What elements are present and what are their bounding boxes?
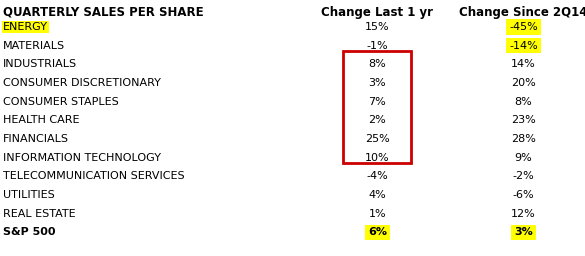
Text: 4%: 4%	[369, 190, 386, 200]
Text: MATERIALS: MATERIALS	[3, 40, 65, 51]
Text: 8%: 8%	[515, 97, 532, 107]
Text: 15%: 15%	[365, 22, 390, 32]
Text: CONSUMER DISCRETIONARY: CONSUMER DISCRETIONARY	[3, 78, 161, 88]
Text: 25%: 25%	[365, 134, 390, 144]
Text: INDUSTRIALS: INDUSTRIALS	[3, 59, 77, 69]
Text: -1%: -1%	[367, 40, 388, 51]
Text: 23%: 23%	[511, 115, 536, 125]
Text: -45%: -45%	[509, 22, 538, 32]
Text: 6%: 6%	[368, 227, 387, 238]
Text: -14%: -14%	[509, 40, 538, 51]
Text: -4%: -4%	[366, 171, 388, 182]
Text: 8%: 8%	[369, 59, 386, 69]
Text: HEALTH CARE: HEALTH CARE	[3, 115, 80, 125]
Text: 7%: 7%	[369, 97, 386, 107]
Text: Change Since 2Q14: Change Since 2Q14	[459, 6, 585, 19]
Text: 20%: 20%	[511, 78, 536, 88]
Text: ENERGY: ENERGY	[3, 22, 48, 32]
Text: REAL ESTATE: REAL ESTATE	[3, 209, 75, 219]
Text: 3%: 3%	[514, 227, 533, 238]
Text: 9%: 9%	[515, 153, 532, 163]
Text: 10%: 10%	[365, 153, 390, 163]
Text: S&P 500: S&P 500	[3, 227, 56, 238]
Text: 14%: 14%	[511, 59, 536, 69]
Bar	[343, 51, 411, 163]
Text: FINANCIALS: FINANCIALS	[3, 134, 69, 144]
Text: 28%: 28%	[511, 134, 536, 144]
Text: 3%: 3%	[369, 78, 386, 88]
Text: INFORMATION TECHNOLOGY: INFORMATION TECHNOLOGY	[3, 153, 161, 163]
Text: UTILITIES: UTILITIES	[3, 190, 54, 200]
Text: Change Last 1 yr: Change Last 1 yr	[321, 6, 433, 19]
Text: 2%: 2%	[369, 115, 386, 125]
Text: 1%: 1%	[369, 209, 386, 219]
Text: QUARTERLY SALES PER SHARE: QUARTERLY SALES PER SHARE	[3, 6, 204, 19]
Text: 12%: 12%	[511, 209, 536, 219]
Text: -6%: -6%	[513, 190, 534, 200]
Text: -2%: -2%	[512, 171, 535, 182]
Text: TELECOMMUNICATION SERVICES: TELECOMMUNICATION SERVICES	[3, 171, 184, 182]
Text: CONSUMER STAPLES: CONSUMER STAPLES	[3, 97, 119, 107]
